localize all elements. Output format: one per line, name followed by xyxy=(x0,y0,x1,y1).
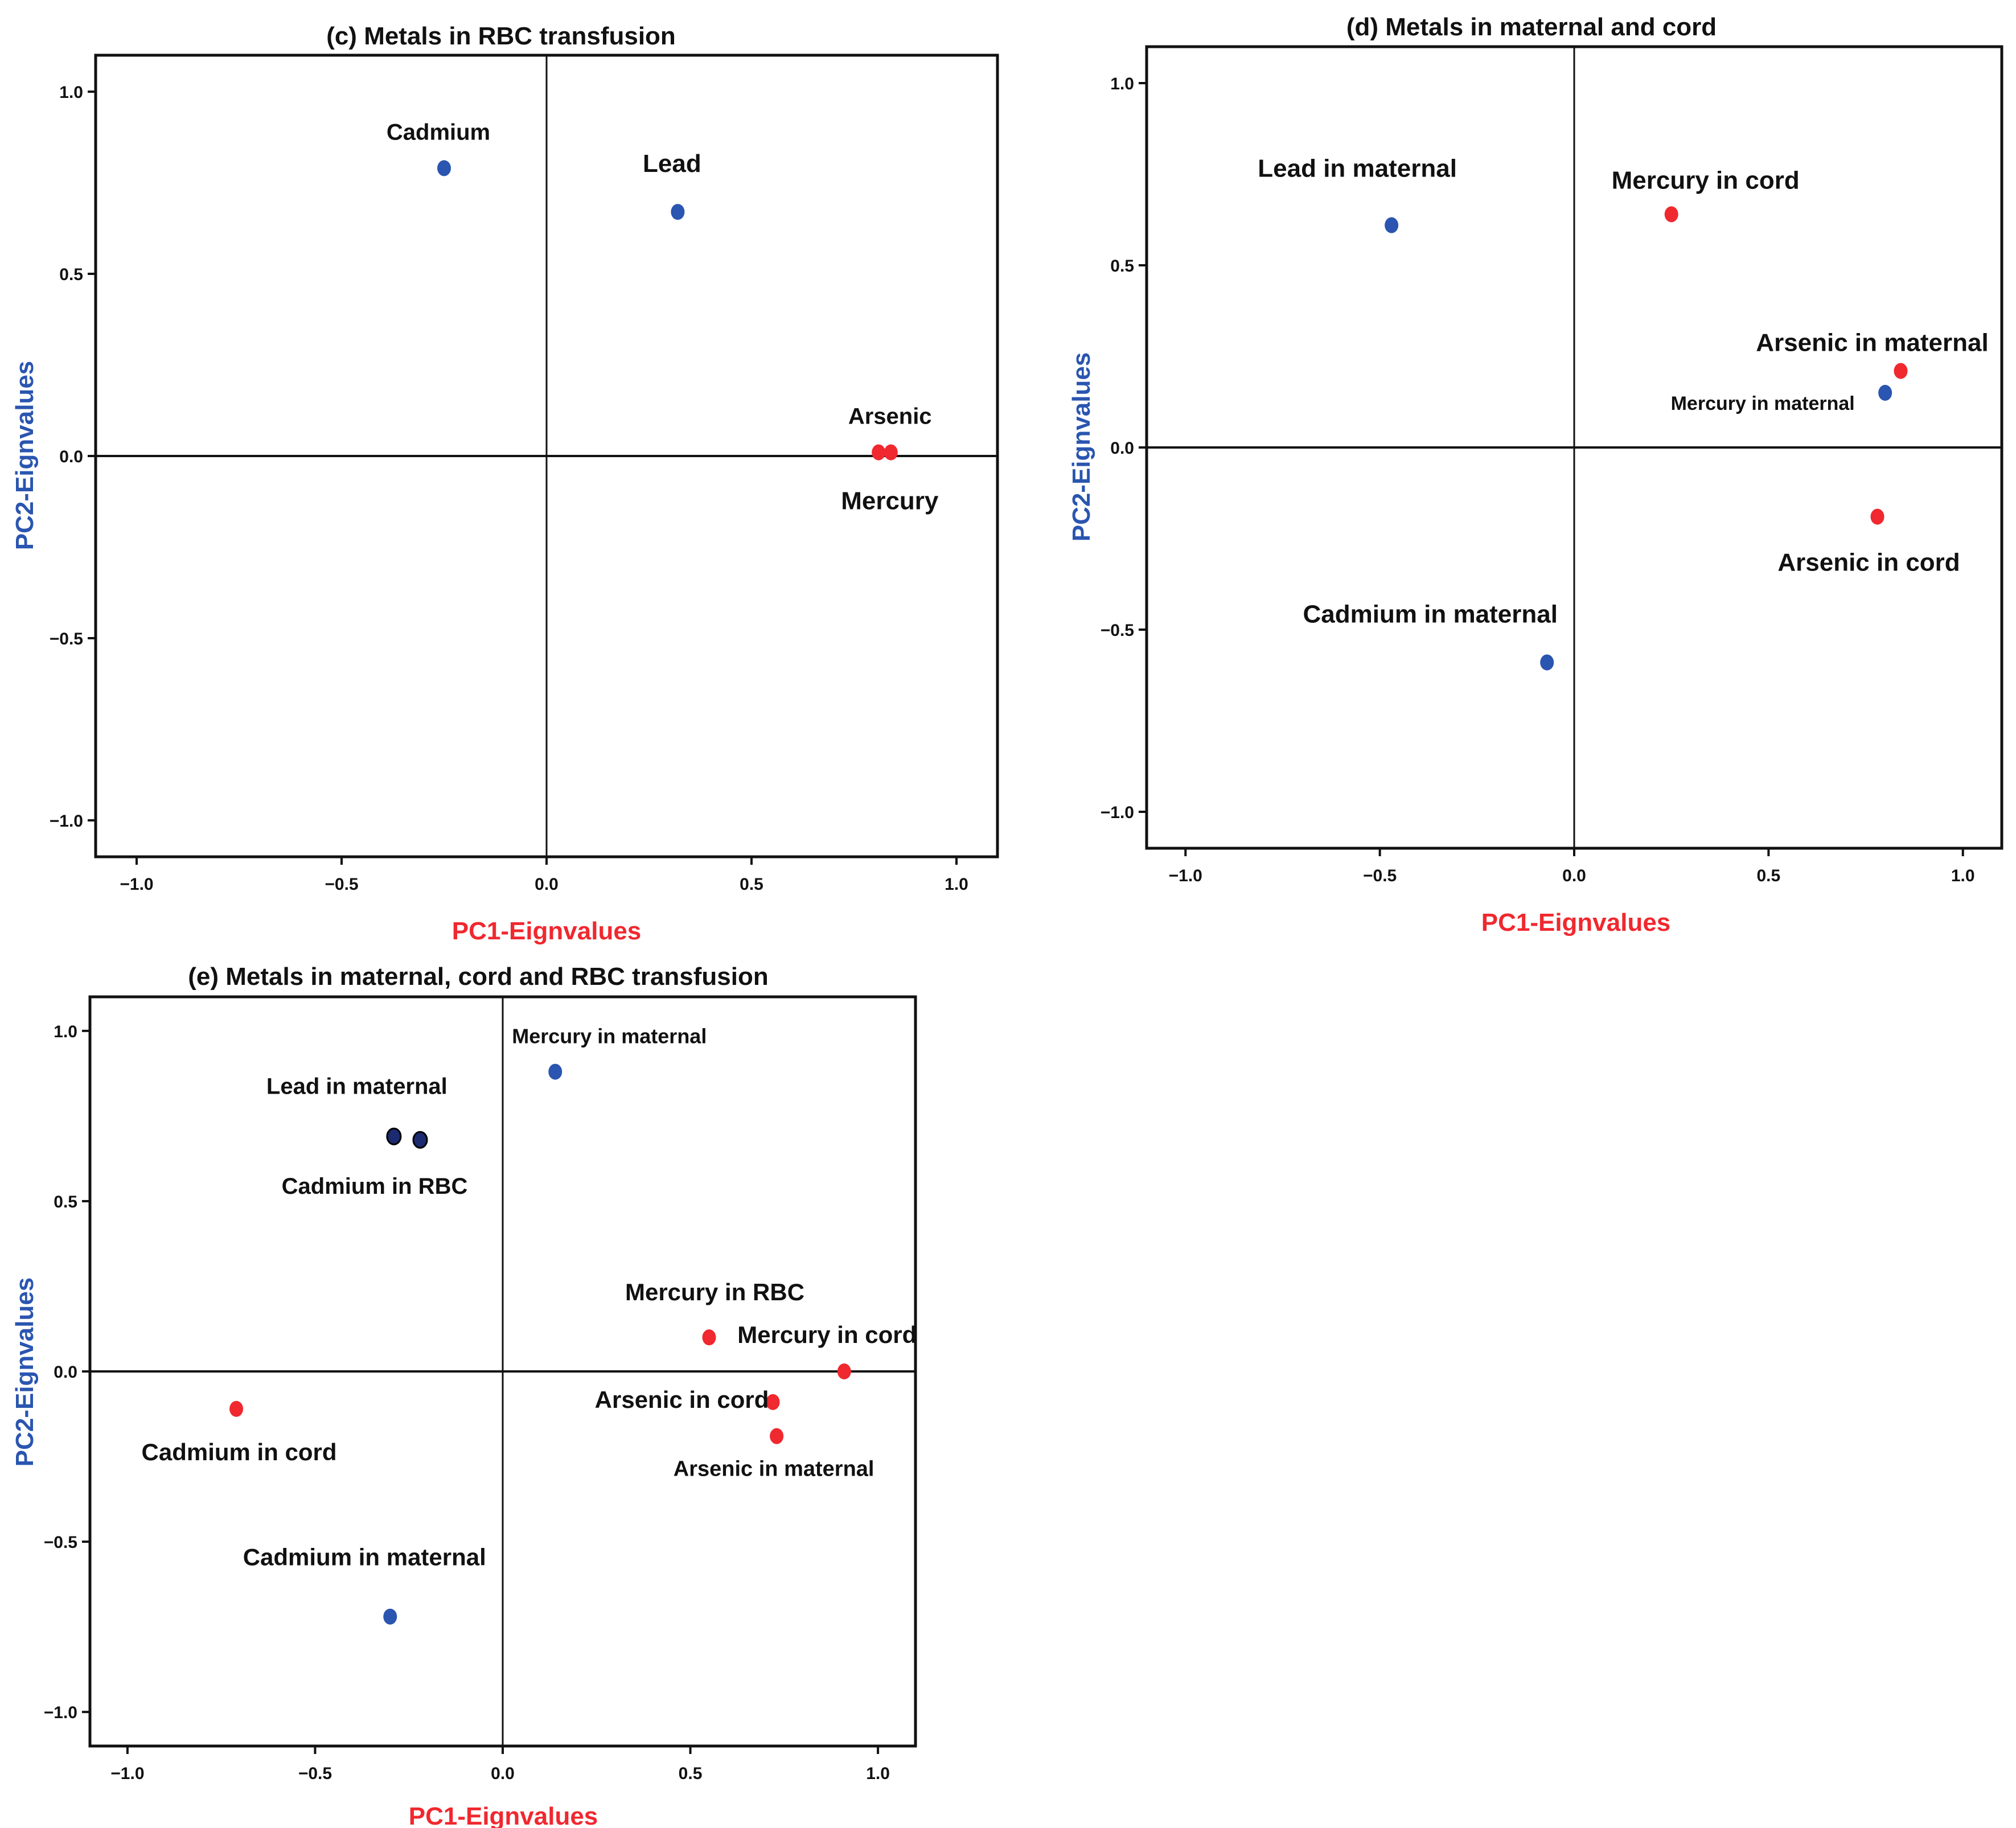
data-point xyxy=(383,1608,397,1625)
y-tick-label: 0.0 xyxy=(1110,439,1134,458)
data-point xyxy=(1664,206,1678,223)
y-tick-label: 0.5 xyxy=(1110,257,1134,276)
chart-title: (d) Metals in maternal and cord xyxy=(1346,13,1717,41)
data-point xyxy=(1894,363,1908,379)
point-label: Arsenic xyxy=(848,404,932,429)
y-axis-label: PC2-Eignvalues xyxy=(1067,352,1095,542)
x-tick-label: −0.5 xyxy=(325,875,358,894)
y-tick-label: 1.0 xyxy=(54,1022,77,1041)
chart-title: (e) Metals in maternal, cord and RBC tra… xyxy=(188,963,769,991)
x-tick-label: 0.5 xyxy=(679,1764,703,1783)
y-tick-label: 1.0 xyxy=(1110,75,1134,93)
point-label: Lead in maternal xyxy=(266,1074,447,1099)
point-label: Mercury in cord xyxy=(1612,166,1800,194)
point-label: Mercury in maternal xyxy=(1671,393,1855,414)
point-label: Arsenic in maternal xyxy=(1756,329,1988,357)
y-tick-label: −0.5 xyxy=(50,630,83,648)
point-label: Arsenic in cord xyxy=(595,1386,769,1413)
data-point xyxy=(702,1329,716,1346)
point-label: Mercury in cord xyxy=(737,1321,917,1348)
point-label: Cadmium in maternal xyxy=(243,1544,486,1571)
y-tick-label: 0.5 xyxy=(59,265,83,284)
point-label: Lead in maternal xyxy=(1258,155,1457,183)
data-point xyxy=(1878,385,1892,401)
x-tick-label: −1.0 xyxy=(110,1764,144,1783)
y-tick-label: 0.0 xyxy=(59,447,83,466)
x-axis-label: PC1-Eignvalues xyxy=(1481,909,1671,936)
data-point xyxy=(766,1394,780,1410)
y-tick-label: 0.5 xyxy=(54,1193,77,1211)
x-axis-label: PC1-Eignvalues xyxy=(409,1802,598,1828)
data-point xyxy=(412,1131,428,1149)
x-tick-label: −1.0 xyxy=(120,875,153,894)
point-label: Arsenic in maternal xyxy=(674,1457,874,1481)
x-tick-label: 0.0 xyxy=(535,875,559,894)
x-tick-label: 1.0 xyxy=(945,875,968,894)
chart-panel-3: (e) Metals in maternal, cord and RBC tra… xyxy=(11,963,917,1828)
point-label: Mercury in RBC xyxy=(625,1279,804,1305)
data-point xyxy=(1540,654,1554,671)
y-tick-label: −1.0 xyxy=(44,1703,77,1722)
x-tick-label: 0.0 xyxy=(491,1764,515,1783)
x-axis-label: PC1-Eignvalues xyxy=(452,917,642,945)
y-axis-label: PC2-Eignvalues xyxy=(11,361,39,551)
x-tick-label: 1.0 xyxy=(1951,866,1975,885)
x-tick-label: 1.0 xyxy=(866,1764,890,1783)
point-label: Lead xyxy=(643,150,701,178)
point-label: Cadmium in maternal xyxy=(1303,601,1557,628)
data-point xyxy=(1870,508,1884,525)
x-tick-label: 0.0 xyxy=(1562,866,1586,885)
data-point xyxy=(671,204,685,220)
x-tick-label: −0.5 xyxy=(298,1764,332,1783)
chart-panel-1: (c) Metals in RBC transfusion −1.0 −0.5 0.0… xyxy=(11,22,999,945)
data-point xyxy=(837,1363,851,1379)
data-point xyxy=(884,444,898,461)
y-tick-label: −0.5 xyxy=(1101,621,1134,640)
point-label: Mercury in maternal xyxy=(512,1025,707,1048)
point-label: Cadmium in cord xyxy=(142,1439,337,1465)
y-tick-label: −0.5 xyxy=(44,1533,77,1552)
x-tick-label: 0.5 xyxy=(1757,866,1781,885)
data-point xyxy=(872,444,886,461)
data-point xyxy=(770,1428,784,1444)
x-tick-label: −0.5 xyxy=(1363,866,1397,885)
data-point xyxy=(1385,217,1399,233)
chart-panel-2: (d) Metals in maternal and cord −1.0 −0.5 0… xyxy=(1067,13,2003,936)
point-label: Mercury xyxy=(841,487,939,515)
data-point xyxy=(229,1400,244,1417)
point-label: Cadmium in RBC xyxy=(282,1174,468,1199)
data-point xyxy=(386,1127,402,1145)
point-label: Cadmium xyxy=(387,120,490,145)
data-point xyxy=(437,160,451,176)
y-tick-label: 0.0 xyxy=(54,1363,77,1382)
y-tick-label: −1.0 xyxy=(50,812,83,831)
point-label: Arsenic in cord xyxy=(1777,549,1960,577)
x-tick-label: 0.5 xyxy=(740,875,763,894)
data-point xyxy=(548,1063,562,1080)
y-axis-label: PC2-Eignvalues xyxy=(11,1277,39,1467)
y-tick-label: −1.0 xyxy=(1101,803,1134,822)
chart-title: (c) Metals in RBC transfusion xyxy=(326,22,676,50)
y-tick-label: 1.0 xyxy=(59,83,83,102)
x-tick-label: −1.0 xyxy=(1169,866,1202,885)
